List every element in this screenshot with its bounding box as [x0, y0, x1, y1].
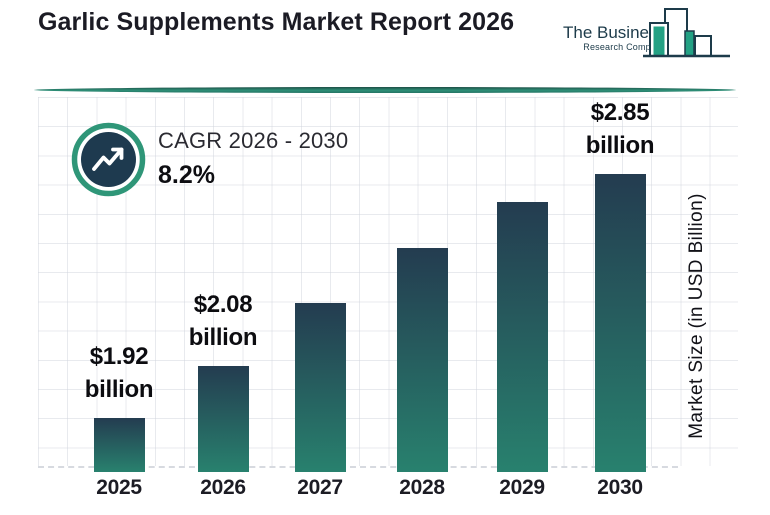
bar-2025: [93, 418, 145, 472]
value-unit: billion: [188, 324, 258, 351]
brand-name: The Business: [563, 23, 666, 42]
y-axis-title: Market Size (in USD Billion): [686, 193, 707, 439]
bar-chart-logo-icon: [643, 8, 730, 58]
brand-tagline: Research Company: [583, 42, 666, 52]
value-amount: $2.08: [193, 291, 253, 318]
value-unit: billion: [585, 132, 655, 159]
bar-2026: [197, 366, 249, 472]
bar-2030: [594, 174, 646, 472]
value-amount: $1.92: [89, 343, 149, 370]
x-tick-2027: 2027: [297, 476, 343, 499]
x-axis-baseline: [38, 466, 678, 468]
page-title: Garlic Supplements Market Report 2026: [38, 8, 515, 36]
divider-line: [34, 87, 736, 93]
value-label-2026: $2.08 billion: [189, 288, 258, 354]
bar-2029: [496, 202, 548, 472]
cagr-callout: CAGR 2026 - 2030 8.2%: [158, 128, 348, 190]
cagr-value: 8.2%: [158, 161, 215, 189]
x-tick-2028: 2028: [399, 476, 445, 499]
value-amount: $2.85: [590, 99, 650, 126]
x-tick-2025: 2025: [96, 476, 142, 499]
brand-logo: The Business Research Company: [540, 6, 736, 66]
value-label-2025: $1.92 billion: [85, 340, 154, 406]
x-tick-2026: 2026: [200, 476, 246, 499]
cagr-label: CAGR 2026 - 2030: [158, 128, 349, 153]
trend-up-icon: [71, 122, 146, 197]
brand-logo-text: The Business Research Company: [546, 24, 666, 52]
value-unit: billion: [84, 376, 154, 403]
bar-2027: [294, 303, 346, 472]
value-label-2030: $2.85 billion: [586, 96, 655, 162]
bar-2028: [396, 248, 448, 472]
x-tick-2029: 2029: [499, 476, 545, 499]
x-tick-2030: 2030: [597, 476, 643, 499]
